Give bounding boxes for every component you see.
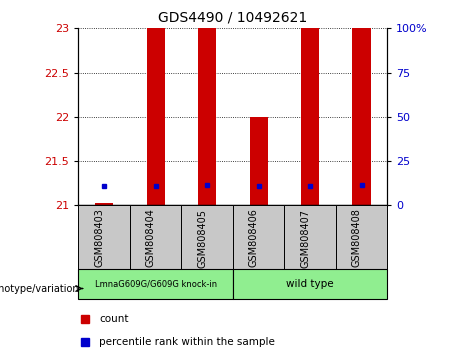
- Bar: [147, 28, 165, 205]
- Text: GSM808405: GSM808405: [197, 209, 207, 268]
- Text: GSM808406: GSM808406: [248, 209, 259, 267]
- Bar: [233, 205, 284, 269]
- Bar: [198, 28, 216, 205]
- Bar: [336, 205, 387, 269]
- Bar: [249, 117, 267, 205]
- Text: GSM808408: GSM808408: [351, 209, 361, 267]
- Text: count: count: [100, 314, 129, 324]
- Text: GSM808404: GSM808404: [146, 209, 156, 267]
- Text: LmnaG609G/G609G knock-in: LmnaG609G/G609G knock-in: [95, 280, 217, 289]
- Bar: [78, 205, 130, 269]
- Bar: [130, 205, 181, 269]
- Title: GDS4490 / 10492621: GDS4490 / 10492621: [158, 10, 307, 24]
- Bar: [353, 28, 371, 205]
- Bar: [78, 269, 233, 299]
- Bar: [301, 28, 319, 205]
- Text: percentile rank within the sample: percentile rank within the sample: [100, 337, 275, 347]
- Text: GSM808403: GSM808403: [94, 209, 104, 267]
- Bar: [95, 202, 113, 205]
- Text: GSM808407: GSM808407: [300, 209, 310, 268]
- Text: wild type: wild type: [286, 279, 334, 289]
- Text: genotype/variation: genotype/variation: [0, 284, 79, 293]
- Bar: [284, 205, 336, 269]
- Bar: [181, 205, 233, 269]
- Bar: [233, 269, 387, 299]
